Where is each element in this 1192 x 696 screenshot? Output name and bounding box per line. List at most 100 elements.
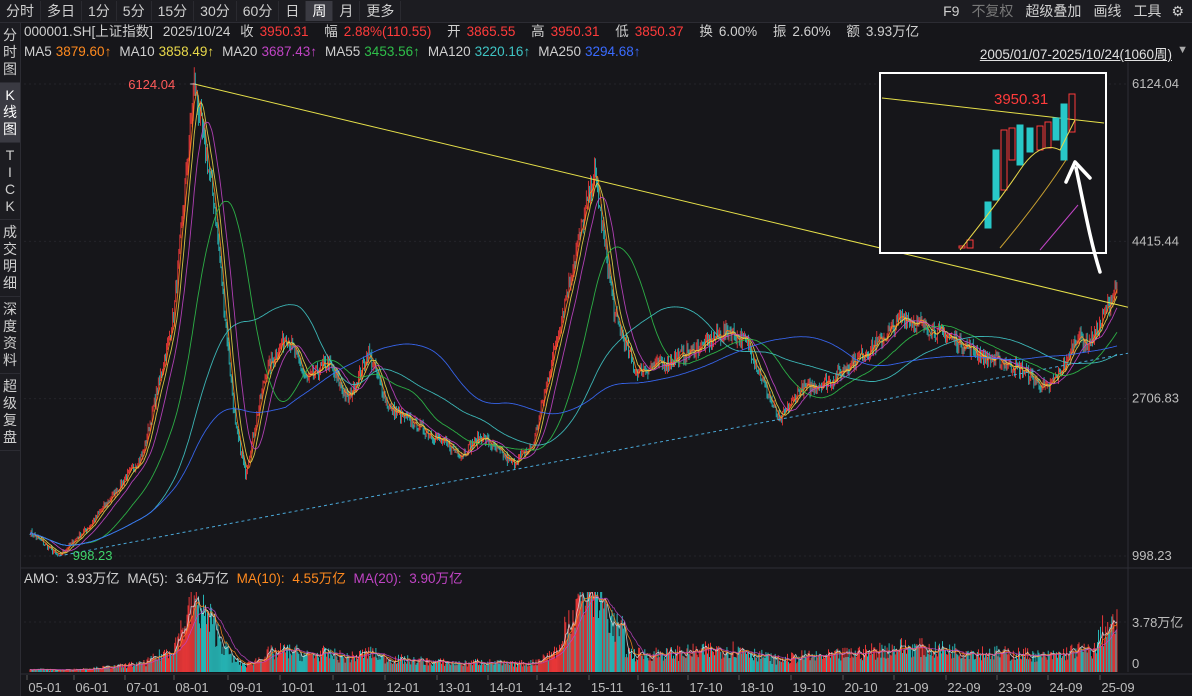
amplitude-value: 2.60% — [792, 24, 831, 39]
tab-period-5[interactable]: 30分 — [194, 1, 237, 21]
price-axis-label-3: 998.23 — [1132, 548, 1172, 563]
inset-candle — [1026, 127, 1034, 153]
sidebar-item-3[interactable]: 成 交 明 细 — [0, 220, 20, 297]
inset-ma-line-2 — [999, 159, 1067, 249]
time-axis-label-7: 12-01 — [386, 680, 419, 695]
time-axis-label-11: 15-11 — [591, 680, 623, 695]
tab-period-0[interactable]: 分时 — [0, 1, 41, 21]
time-axis-label-6: 11-01 — [335, 680, 367, 695]
inset-candle — [1016, 124, 1024, 166]
inset-candle — [1052, 117, 1060, 141]
period-toolbar: 分时 多日 1分 5分 15分 30分 60分日周月更多 F9 不复权 超级叠加 画线 工具… — [0, 0, 1192, 23]
change-value: 2.88%(110.55) — [343, 24, 432, 39]
tab-period-8[interactable]: 周 — [306, 1, 334, 21]
arrow-head-icon — [1064, 160, 1092, 184]
ma55-line — [29, 200, 1118, 546]
inset-candle — [1008, 127, 1016, 161]
ma120-line — [29, 304, 1118, 546]
ma-name-5: MA250 — [538, 44, 581, 59]
open-label: 开 — [447, 24, 461, 39]
inset-candle — [1068, 93, 1076, 133]
inset-candle — [966, 239, 974, 249]
ma-name-3: MA55 — [325, 44, 361, 59]
amo-ma10-label: MA(10): — [236, 571, 285, 586]
toolbar-right: F9 不复权 超级叠加 画线 工具 ⚙ — [937, 0, 1188, 22]
symbol-label: 000001.SH[上证指数] — [24, 24, 154, 39]
quote-bar: 000001.SH[上证指数] 2025/10/24 收 3950.31 幅 2.8… — [24, 22, 931, 42]
ma250-line — [29, 336, 1118, 546]
time-axis-label-9: 14-01 — [489, 680, 522, 695]
tab-period-10[interactable]: 更多 — [360, 1, 402, 21]
time-axis-label-16: 20-10 — [844, 680, 877, 695]
price-axis-label-1: 4415.44 — [1132, 233, 1179, 248]
sidebar-item-0[interactable]: 分 时 图 — [0, 23, 20, 83]
tab-period-3[interactable]: 5分 — [117, 1, 152, 21]
amo-value: 3.93万亿 — [66, 571, 120, 586]
tab-period-4[interactable]: 15分 — [152, 1, 195, 21]
resistance-trendline — [194, 83, 1129, 308]
time-axis-label-18: 22-09 — [947, 680, 980, 695]
amount-value: 3.93万亿 — [865, 24, 920, 39]
sidebar-item-label: K 线 图 — [3, 87, 17, 137]
super-overlay-button[interactable]: 超级叠加 — [1025, 3, 1082, 19]
sidebar-item-2[interactable]: T I C K — [0, 143, 20, 220]
time-axis-label-1: 06-01 — [75, 680, 108, 695]
sidebar-item-4[interactable]: 深 度 资 料 — [0, 297, 20, 374]
ma-name-4: MA120 — [427, 44, 471, 59]
ma-value-3: 3453.56↑ — [364, 44, 420, 59]
time-axis-label-5: 10-01 — [281, 680, 314, 695]
arrow-icon — [1074, 166, 1102, 274]
time-axis-label-2: 07-01 — [126, 680, 159, 695]
sidebar-item-label: 分 时 图 — [3, 27, 17, 77]
ma-value-2: 3687.43↑ — [261, 44, 318, 59]
ma-legend: MA5 3879.60↑ MA10 3858.49↑ MA20 3687.43↑ MA55 3… — [24, 42, 649, 62]
amplitude-label: 振 — [772, 24, 787, 39]
turnover-label: 换 — [699, 24, 713, 39]
time-axis-label-20: 24-09 — [1049, 680, 1082, 695]
sidebar-item-1[interactable]: K 线 图 — [0, 83, 20, 143]
date-range-selector[interactable]: 2005/01/07-2025/10/24(1060周) — [979, 47, 1172, 62]
tab-period-6[interactable]: 60分 — [237, 1, 280, 21]
close-value: 3950.31 — [259, 24, 309, 39]
ma-value-4: 3220.16↑ — [474, 44, 531, 59]
price-axis-label-2: 2706.83 — [1132, 391, 1179, 406]
turnover-value: 6.00% — [718, 24, 758, 39]
inset-ma-line-3 — [1039, 204, 1079, 251]
tab-period-2[interactable]: 1分 — [82, 1, 117, 21]
triangle-down-icon[interactable]: ▼ — [1177, 44, 1188, 56]
time-axis-label-8: 13-01 — [438, 680, 471, 695]
no-adjust-button[interactable]: 不复权 — [971, 3, 1014, 19]
sidebar-item-label: 成 交 明 细 — [3, 224, 17, 291]
ma-name-1: MA10 — [119, 44, 155, 59]
amo-ma10-value: 4.55万亿 — [292, 571, 346, 586]
tab-period-7[interactable]: 日 — [279, 1, 307, 21]
ma10-line — [29, 102, 1118, 554]
price-axis-label-0: 6124.04 — [1132, 76, 1179, 91]
volume-axis-label-1: 0 — [1132, 656, 1139, 671]
ma-value-5: 3294.68↑ — [584, 44, 641, 59]
low-annotation: 998.23 — [73, 548, 113, 563]
f9-button[interactable]: F9 — [943, 3, 960, 19]
amount-label: 额 — [846, 24, 860, 39]
ma-name-0: MA5 — [24, 44, 52, 59]
amo-ma5-label: MA(5): — [127, 571, 168, 586]
change-label: 幅 — [324, 24, 338, 39]
tab-period-9[interactable]: 月 — [333, 1, 361, 21]
inset-ma-line — [959, 119, 1076, 251]
draw-line-button[interactable]: 画线 — [1093, 3, 1122, 19]
high-value: 3950.31 — [550, 24, 600, 39]
support-trendline — [58, 352, 1129, 557]
sidebar-item-5[interactable]: 超 级 复 盘 — [0, 374, 20, 451]
volume-axis-label-0: 3.78万亿 — [1132, 615, 1183, 630]
tools-button[interactable]: 工具 — [1133, 3, 1162, 19]
amo-ma20-label: MA(20): — [353, 571, 402, 586]
volume-ma20-line — [29, 596, 1118, 671]
ma-name-2: MA20 — [222, 44, 258, 59]
time-axis-label-19: 23-09 — [998, 680, 1031, 695]
gear-icon[interactable]: ⚙ — [1171, 2, 1184, 19]
sidebar-item-label: 超 级 复 盘 — [3, 378, 17, 445]
time-axis-label-14: 18-10 — [740, 680, 773, 695]
tab-period-1[interactable]: 多日 — [41, 1, 82, 21]
inset-candle — [992, 149, 1000, 201]
